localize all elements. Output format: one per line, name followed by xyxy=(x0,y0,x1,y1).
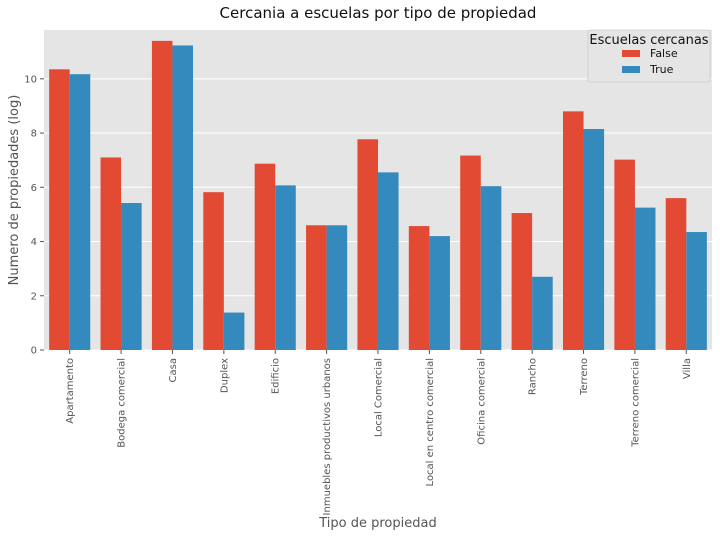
bar-true-5 xyxy=(326,225,348,350)
x-tick-label: Apartamento xyxy=(65,358,76,424)
bar-true-3 xyxy=(223,312,245,350)
x-tick-label: Edificio xyxy=(271,358,282,394)
y-tick-label: 0 xyxy=(31,346,37,357)
bar-true-9 xyxy=(532,276,553,350)
bar-false-2 xyxy=(151,40,173,350)
legend-title: Escuelas cercanas xyxy=(589,33,708,48)
y-axis-label: Numero de propiedades (log) xyxy=(7,95,22,286)
bar-false-10 xyxy=(562,111,584,351)
y-tick-label: 8 xyxy=(31,129,37,140)
y-tick-label: 10 xyxy=(24,74,37,85)
y-axis-ticks: 0 2 4 6 8 10 xyxy=(24,74,44,357)
bar-true-2 xyxy=(172,45,194,350)
x-tick-label: Terreno comercial xyxy=(630,358,641,448)
legend-swatch-true xyxy=(622,66,640,73)
x-tick-label: Inmuebles productivos urbanos xyxy=(322,358,333,515)
x-tick-label: Local en centro comercial xyxy=(425,358,436,486)
x-axis-label: Tipo de propiedad xyxy=(318,516,436,531)
y-tick-label: 6 xyxy=(31,183,37,194)
bar-false-12 xyxy=(665,198,687,350)
legend-swatch-false xyxy=(622,50,640,57)
x-tick-label: Bodega comercial xyxy=(117,358,128,448)
bar-true-11 xyxy=(634,207,656,350)
bar-true-0 xyxy=(69,74,91,350)
x-tick-label: Rancho xyxy=(528,358,539,395)
x-tick-label: Duplex xyxy=(219,358,230,393)
x-tick-label: Casa xyxy=(168,358,179,382)
x-tick-label: Oficina comercial xyxy=(476,358,487,445)
bar-true-8 xyxy=(480,186,502,350)
legend: Escuelas cercanas False True xyxy=(587,29,711,83)
x-tick-label: Villa xyxy=(682,358,693,379)
bar-false-11 xyxy=(614,159,635,350)
chart-title: Cercania a escuelas por tipo de propieda… xyxy=(220,4,537,22)
bar-false-5 xyxy=(306,225,327,350)
bar-false-9 xyxy=(511,213,533,350)
bar-false-0 xyxy=(49,69,70,351)
bars xyxy=(49,40,707,351)
bar-true-4 xyxy=(275,185,296,350)
bar-false-3 xyxy=(203,192,224,350)
bar-false-7 xyxy=(408,226,430,350)
x-axis-ticks: Apartamento Bodega comercial Casa Duplex Edi… xyxy=(65,350,693,515)
y-tick-label: 2 xyxy=(31,291,37,302)
x-tick-label: Terreno xyxy=(579,358,590,396)
bar-true-10 xyxy=(583,128,605,350)
bar-false-8 xyxy=(460,155,481,350)
legend-label-true: True xyxy=(649,63,674,76)
x-tick-label: Local Comercial xyxy=(374,358,385,437)
bar-true-12 xyxy=(686,232,707,350)
bar-false-4 xyxy=(254,163,276,350)
legend-label-false: False xyxy=(650,47,678,60)
legend-box xyxy=(587,29,711,83)
bar-false-6 xyxy=(357,139,378,350)
bar-true-6 xyxy=(378,172,399,350)
bar-false-1 xyxy=(100,157,122,350)
y-tick-label: 4 xyxy=(31,237,37,248)
bar-true-1 xyxy=(121,203,142,350)
bar-true-7 xyxy=(429,236,450,350)
